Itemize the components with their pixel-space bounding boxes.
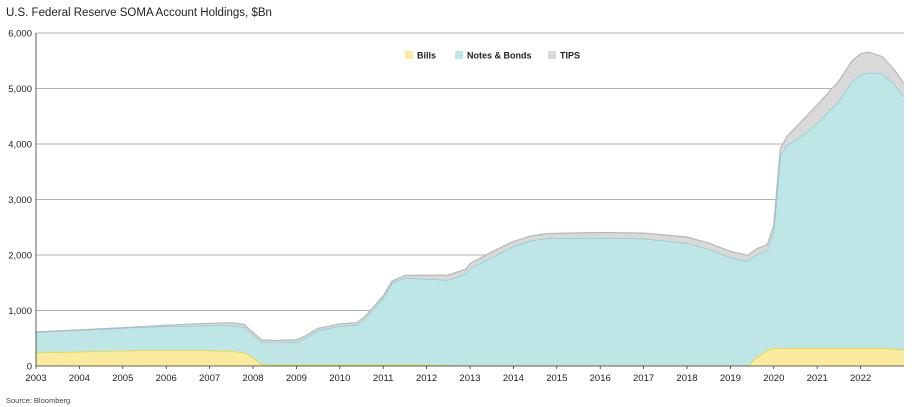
- area-notes-bonds: [36, 72, 904, 366]
- legend-item-bills: Bills: [405, 51, 436, 61]
- x-tick-label: 2016: [590, 373, 611, 384]
- x-tick-label: 2017: [633, 373, 654, 384]
- x-tick-label: 2018: [676, 373, 697, 384]
- x-tick-label: 2005: [112, 373, 133, 384]
- x-tick-label: 2012: [416, 373, 437, 384]
- x-tick-label: 2019: [720, 373, 741, 384]
- x-tick-label: 2015: [546, 373, 567, 384]
- x-tick-label: 2008: [242, 373, 263, 384]
- x-tick-label: 2021: [807, 373, 828, 384]
- x-tick-label: 2004: [69, 373, 90, 384]
- legend-item-tips: TIPS: [548, 51, 580, 61]
- x-tick-label: 2003: [25, 373, 46, 384]
- x-tick-label: 2011: [373, 373, 393, 384]
- y-tick-label: 5,000: [8, 84, 32, 95]
- legend-label: TIPS: [560, 51, 580, 61]
- legend-swatch: [455, 51, 463, 59]
- axes: [35, 33, 904, 369]
- x-tick-label: 2014: [503, 373, 524, 384]
- y-tick-label: 0: [27, 362, 32, 373]
- legend-label: Notes & Bonds: [467, 51, 532, 61]
- x-tick-label: 2009: [286, 373, 307, 384]
- legend-swatch: [548, 51, 556, 59]
- x-tick-label: 2013: [459, 373, 480, 384]
- y-tick-label: 3,000: [8, 195, 32, 206]
- y-tick-label: 1,000: [8, 306, 32, 317]
- y-tick-labels: 0 1,000 2,000 3,000 4,000 5,000 6,000: [8, 29, 32, 373]
- series-edge-tips: [35, 51, 905, 342]
- x-tick-label: 2022: [850, 373, 871, 384]
- x-tick-labels: 2003 2004 2005 2006 2007 2008 2009 2010 2011 2012…: [25, 373, 871, 384]
- legend-item-notes-bonds: Notes & Bonds: [455, 51, 532, 61]
- chart-title: U.S. Federal Reserve SOMA Account Holdin…: [6, 7, 272, 19]
- x-tick-label: 2006: [156, 373, 177, 384]
- x-tick-label: 2020: [763, 373, 784, 384]
- source-note: Source: Bloomberg: [6, 396, 71, 405]
- y-tick-label: 2,000: [8, 251, 32, 262]
- y-tick-label: 6,000: [8, 29, 32, 40]
- legend: Bills Notes & Bonds TIPS: [405, 51, 580, 61]
- legend-swatch: [405, 51, 413, 59]
- y-tick-label: 4,000: [8, 140, 32, 151]
- stacked-areas: [35, 51, 905, 367]
- area-bills: [36, 348, 904, 366]
- x-tick-label: 2010: [329, 373, 350, 384]
- x-tick-label: 2007: [199, 373, 220, 384]
- legend-label: Bills: [417, 51, 436, 61]
